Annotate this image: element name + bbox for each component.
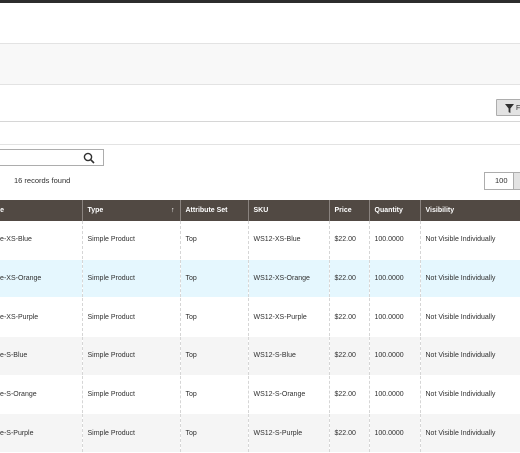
cell-price: $22.00 [328, 413, 369, 453]
cell-visibility: Not Visible Individually [419, 413, 520, 453]
admin-top-bar [0, 0, 520, 3]
cell-attribute-set: Top [179, 259, 248, 299]
cell-attribute-set: Top [179, 297, 248, 338]
cell-sku: WS12-XS-Blue [247, 221, 329, 260]
page-actions-area [0, 44, 520, 85]
column-header-visibility[interactable]: Visibility [419, 200, 520, 221]
cell-visibility: Not Visible Individually [419, 375, 520, 415]
cell-type: Simple Product [81, 413, 180, 453]
filters-button-label: F [516, 105, 520, 112]
column-header-attribute-set[interactable]: Attribute Set [179, 200, 248, 221]
column-header-sku[interactable]: SKU [247, 200, 329, 221]
cell-visibility: Not Visible Individually [419, 259, 520, 299]
cell-attribute-set: Top [179, 413, 248, 453]
cell-type: Simple Product [81, 259, 180, 299]
page-header-area [0, 3, 520, 44]
cell-attribute-set: Top [179, 375, 248, 415]
grid-toolbar [0, 85, 520, 122]
cell-name: nt Tee-XS-Purple [0, 297, 82, 338]
cell-attribute-set: Top [179, 336, 248, 376]
column-header-type[interactable]: Type ↑ [81, 200, 180, 221]
cell-quantity: 100.0000 [368, 259, 420, 299]
cell-price: $22.00 [328, 221, 369, 260]
cell-sku: WS12-S-Blue [247, 336, 329, 376]
sort-ascending-icon: ↑ [171, 207, 175, 214]
cell-type: Simple Product [81, 375, 180, 415]
cell-name: nt Tee-S-Orange [0, 375, 82, 415]
cell-visibility: Not Visible Individually [419, 221, 520, 260]
filter-icon [505, 104, 514, 113]
cell-quantity: 100.0000 [368, 336, 420, 376]
cell-type: Simple Product [81, 297, 180, 338]
cell-attribute-set: Top [179, 221, 248, 260]
cell-type: Simple Product [81, 336, 180, 376]
table-row[interactable]: nt Tee-S-Blue Simple Product Top WS12-S-… [0, 336, 520, 376]
cell-name: nt Tee-S-Purple [0, 413, 82, 453]
cell-sku: WS12-S-Orange [247, 375, 329, 415]
per-page-dropdown-button[interactable] [513, 172, 520, 190]
cell-name: nt Tee-S-Blue [0, 336, 82, 376]
grid-header-row: Name Type ↑ Attribute Set SKU Price Quant… [0, 200, 520, 221]
cell-type: Simple Product [81, 221, 180, 260]
cell-name: nt Tee-XS-Orange [0, 259, 82, 299]
column-header-type-label: Type [87, 207, 104, 214]
cell-name: nt Tee-XS-Blue [0, 221, 82, 260]
product-grid: Name Type ↑ Attribute Set SKU Price Quant… [0, 200, 520, 453]
cell-quantity: 100.0000 [368, 221, 420, 260]
keyword-search-input[interactable] [0, 149, 104, 166]
search-icon[interactable] [83, 152, 95, 164]
table-row[interactable]: nt Tee-XS-Purple Simple Product Top WS12… [0, 297, 520, 338]
column-header-name[interactable]: Name [0, 200, 82, 221]
filters-button[interactable]: F [496, 99, 520, 116]
cell-sku: WS12-S-Purple [247, 413, 329, 453]
cell-price: $22.00 [328, 375, 369, 415]
cell-price: $22.00 [328, 297, 369, 338]
cell-visibility: Not Visible Individually [419, 336, 520, 376]
records-found-count: 16 records found [14, 176, 71, 185]
column-header-price[interactable]: Price [328, 200, 369, 221]
cell-sku: WS12-XS-Orange [247, 259, 329, 299]
cell-visibility: Not Visible Individually [419, 297, 520, 338]
cell-quantity: 100.0000 [368, 297, 420, 338]
table-row[interactable]: nt Tee-XS-Orange Simple Product Top WS12… [0, 259, 520, 299]
cell-price: $22.00 [328, 259, 369, 299]
table-row[interactable]: nt Tee-S-Purple Simple Product Top WS12-… [0, 413, 520, 453]
cell-price: $22.00 [328, 336, 369, 376]
cell-quantity: 100.0000 [368, 413, 420, 453]
column-header-quantity[interactable]: Quantity [368, 200, 420, 221]
cell-quantity: 100.0000 [368, 375, 420, 415]
table-row[interactable]: nt Tee-XS-Blue Simple Product Top WS12-X… [0, 221, 520, 260]
active-filters-area [0, 122, 520, 145]
cell-sku: WS12-XS-Purple [247, 297, 329, 338]
table-row[interactable]: nt Tee-S-Orange Simple Product Top WS12-… [0, 375, 520, 415]
per-page-select[interactable]: 100 [484, 172, 514, 190]
